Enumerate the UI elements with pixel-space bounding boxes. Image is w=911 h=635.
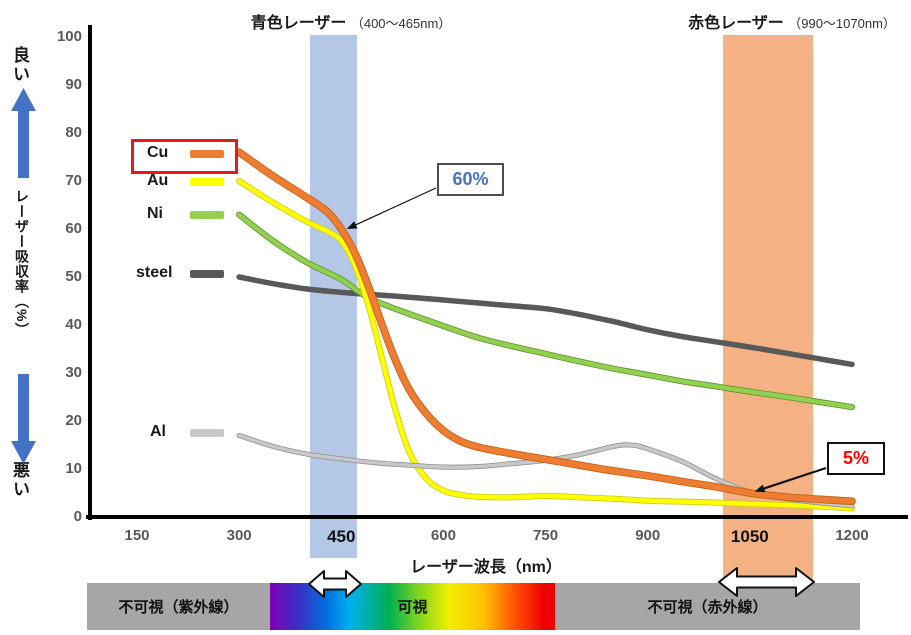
y-tick-label: 20 [65,412,82,429]
y-tick-label: 90 [65,76,82,93]
x-tick-label: 1050 [730,527,769,546]
legend-item-steel: steel [136,264,224,282]
red-laser-band [723,35,813,580]
legend-swatch-au [190,178,224,186]
absorption-5-callout: 5% [827,442,885,475]
y-tick-label: 0 [73,508,82,525]
annotation-arrow-line [355,187,437,226]
spectrum-visible-label: 可視 [397,599,428,616]
blue-laser-title-text: 青色レーザー [250,15,347,32]
x-tick-label: 150 [124,527,150,544]
y-tick-label: 60 [65,220,82,237]
legend-item-al: Al [150,423,224,441]
y-tick-label: 10 [65,460,82,477]
blue-laser-title: 青色レーザー （400〜465nm） [232,9,470,33]
spectrum-visible-segment: 可視 [270,583,555,630]
x-tick-label: 750 [533,527,559,544]
legend-swatch-al [190,429,224,437]
x-axis-line [86,515,908,519]
absorption-60-callout: 60% [437,163,504,196]
x-tick-label: 900 [635,527,661,544]
legend-label-ni: Ni [147,205,163,222]
y-tick-label: 100 [56,28,82,45]
y-axis-title: レーザー吸収率（%） [14,189,30,338]
x-tick-label: 450 [327,527,356,546]
x-tick-label: 1200 [835,527,869,544]
x-axis-title: レーザー波長（nm） [410,559,562,576]
good-direction-up-arrow-icon [11,88,36,178]
y-tick-label: 70 [65,172,82,189]
bad-direction-down-arrow-icon [11,374,36,464]
x-tick-label: 300 [226,527,252,544]
y-tick-label: 40 [65,316,82,333]
legend-label-al: Al [150,423,166,440]
legend-swatch-steel [190,270,224,278]
legend-swatch-cu [190,150,224,158]
red-laser-title-text: 赤色レーザー [688,15,784,32]
legend-label-cu: Cu [147,144,169,161]
red-laser-title: 赤色レーザー （990〜1070nm） [672,9,911,33]
y-tick-label: 30 [65,364,82,381]
y-axis-line [88,25,92,520]
bad-label: 悪い [10,461,29,499]
good-label: 良い [10,46,29,84]
legend-item-ni: Ni [147,205,224,223]
spectrum-uv-label: 不可視（紫外線） [118,599,239,616]
red-laser-range-text: （990〜1070nm） [788,16,896,31]
legend-label-au: Au [147,172,169,189]
legend-label-steel: steel [136,264,173,281]
blue-laser-band [310,35,357,558]
legend-item-cu: Cu [147,144,224,162]
legend-swatch-ni [190,211,224,219]
y-tick-label: 50 [65,268,82,285]
spectrum-uv-segment: 不可視（紫外線） [87,583,270,630]
y-tick-label: 80 [65,124,82,141]
legend-item-au: Au [147,172,224,190]
blue-laser-range-text: （400〜465nm） [350,16,452,31]
spectrum-ir-label: 不可視（赤外線） [647,599,768,616]
spectrum-ir-segment: 不可視（赤外線） [555,583,860,630]
x-tick-label: 600 [430,527,456,544]
